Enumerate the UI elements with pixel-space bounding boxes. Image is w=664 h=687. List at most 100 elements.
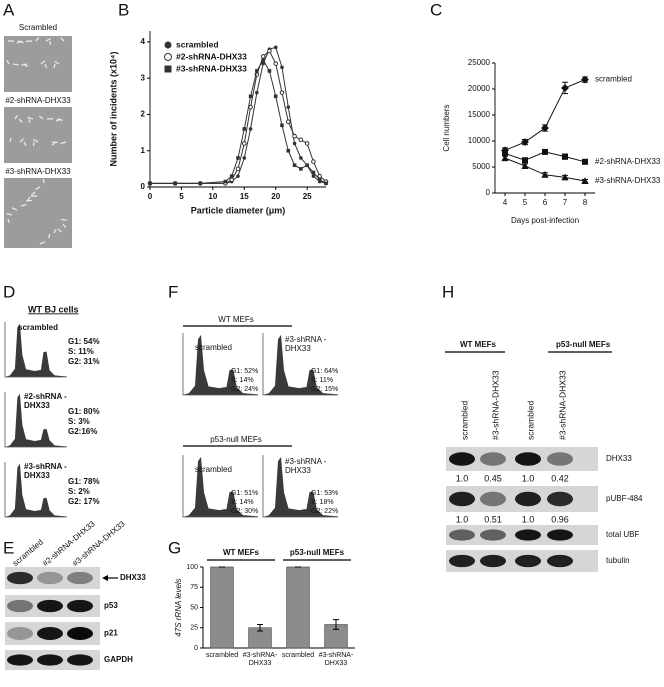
marker bbox=[311, 174, 316, 178]
group-name: WT MEFs bbox=[218, 315, 253, 324]
histogram-axis bbox=[4, 322, 67, 378]
panel-letter: G bbox=[168, 538, 181, 557]
cell bbox=[62, 223, 67, 228]
blot-band bbox=[67, 627, 93, 640]
marker bbox=[241, 141, 247, 146]
row-label: p53 bbox=[104, 601, 118, 610]
cell bbox=[48, 233, 51, 239]
blot-band bbox=[67, 599, 93, 613]
y-axis-label: 47S rRNA levels bbox=[174, 578, 183, 636]
marker bbox=[542, 148, 548, 155]
caption: Scrambled bbox=[19, 23, 57, 32]
cell bbox=[40, 60, 46, 65]
marker bbox=[501, 154, 509, 162]
panel-letter: F bbox=[168, 282, 178, 301]
marker bbox=[285, 119, 291, 124]
y-tick-label: 100 bbox=[186, 564, 198, 571]
blot-band bbox=[547, 554, 573, 568]
marker bbox=[501, 146, 509, 155]
histogram-axis bbox=[262, 455, 338, 518]
legend-marker bbox=[164, 41, 172, 49]
marker bbox=[324, 181, 328, 186]
marker bbox=[299, 156, 303, 160]
sample-name: scrambled bbox=[195, 465, 232, 474]
y-tick-label: 75 bbox=[190, 584, 198, 591]
marker bbox=[561, 173, 569, 181]
marker bbox=[248, 104, 253, 110]
row-label: p21 bbox=[104, 629, 118, 638]
marker bbox=[541, 124, 549, 132]
cell bbox=[60, 141, 67, 145]
sample-name: #2-shRNA -DHX33 bbox=[24, 392, 67, 410]
histogram bbox=[183, 456, 258, 517]
blot-band bbox=[449, 452, 475, 466]
blot-band bbox=[480, 491, 506, 507]
blot-band bbox=[547, 491, 573, 507]
quantification: 0.51 bbox=[484, 514, 502, 524]
histogram-axis bbox=[4, 462, 67, 518]
marker bbox=[223, 179, 228, 184]
cell bbox=[7, 218, 10, 224]
marker bbox=[229, 177, 235, 183]
blot-band bbox=[480, 529, 506, 541]
marker bbox=[502, 150, 508, 157]
histogram bbox=[5, 463, 67, 517]
marker bbox=[582, 158, 588, 165]
marker bbox=[292, 141, 297, 146]
lane-label: #3-shRNA-DHX33 bbox=[490, 370, 500, 440]
marker bbox=[198, 181, 203, 186]
blot-band bbox=[480, 452, 506, 466]
x-tick-label: scrambled bbox=[281, 652, 315, 659]
cell bbox=[19, 138, 24, 143]
series-line bbox=[504, 79, 586, 151]
cell bbox=[22, 63, 29, 68]
blot-band bbox=[449, 529, 475, 541]
y-tick-label: 50 bbox=[190, 604, 198, 611]
panel-letter: E bbox=[3, 538, 14, 557]
sample-name: scrambled bbox=[18, 323, 59, 332]
blot-band bbox=[7, 654, 33, 666]
x-tick-label: 5 bbox=[523, 198, 528, 207]
y-tick-label: 20000 bbox=[468, 84, 491, 93]
blot-band bbox=[67, 654, 93, 666]
cell bbox=[26, 196, 31, 202]
histogram bbox=[5, 393, 67, 447]
x-axis-label: Days post-infection bbox=[511, 216, 579, 225]
y-axis-label: Cell numbers bbox=[442, 104, 451, 151]
y-tick-label: 4 bbox=[141, 37, 146, 46]
marker bbox=[292, 163, 297, 168]
cell bbox=[53, 63, 56, 69]
phase-s: S: 3% bbox=[68, 417, 90, 426]
blot-band bbox=[449, 491, 475, 507]
marker bbox=[286, 148, 291, 153]
cell bbox=[14, 114, 18, 120]
marker bbox=[522, 157, 528, 164]
phase-g1: G1: 52% bbox=[231, 368, 258, 375]
x-tick-label: 6 bbox=[543, 198, 548, 207]
cell bbox=[6, 59, 10, 65]
marker bbox=[541, 170, 549, 178]
quantification: 1.0 bbox=[456, 473, 469, 483]
row-label: GAPDH bbox=[104, 655, 133, 664]
y-tick-label: 3 bbox=[141, 73, 146, 82]
y-tick-label: 10000 bbox=[468, 136, 491, 145]
cell bbox=[39, 241, 46, 245]
marker bbox=[242, 156, 247, 160]
cell bbox=[38, 115, 44, 120]
marker bbox=[261, 61, 265, 66]
marker bbox=[286, 105, 291, 109]
error-bar bbox=[333, 619, 339, 630]
cell bbox=[6, 212, 13, 216]
phase-s: S: 14% bbox=[231, 377, 254, 384]
cell bbox=[35, 37, 40, 42]
legend-marker bbox=[164, 53, 172, 61]
blot-band bbox=[37, 571, 63, 585]
row-label: total UBF bbox=[606, 530, 639, 539]
marker bbox=[305, 163, 309, 168]
histogram bbox=[5, 323, 67, 377]
y-tick-label: 1 bbox=[141, 146, 146, 155]
phase-g2: G2: 17% bbox=[68, 497, 100, 506]
phase-g2: G2: 31% bbox=[68, 357, 100, 366]
